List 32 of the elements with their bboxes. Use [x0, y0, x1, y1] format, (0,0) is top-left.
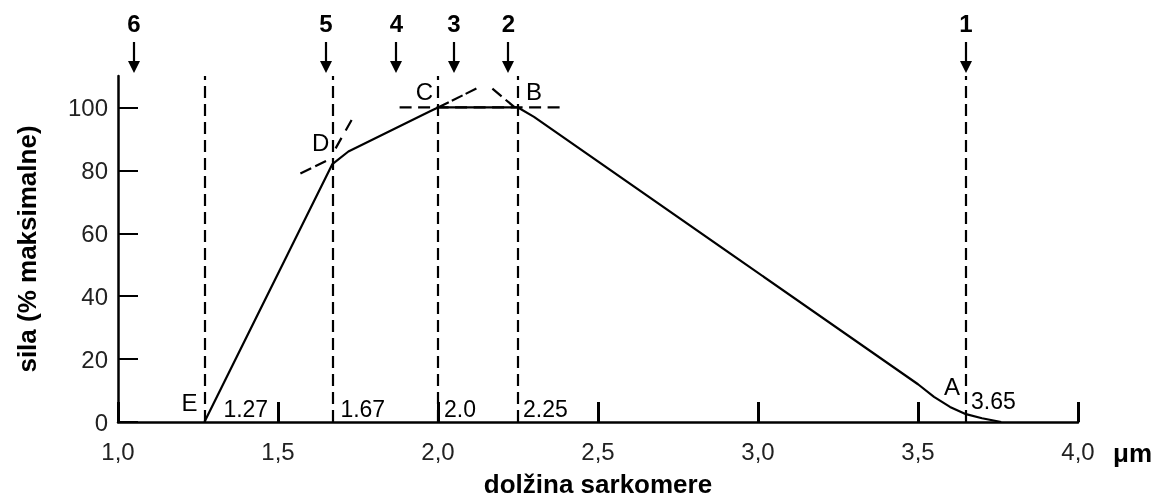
- x-tick-label: 3,5: [901, 437, 935, 465]
- x-tick-label: 2,0: [421, 437, 455, 465]
- y-tick-label: 0: [94, 408, 108, 436]
- x-tick-label: 4,0: [1061, 437, 1095, 465]
- x-tick-label: 1,0: [101, 437, 135, 465]
- annotation: C: [415, 77, 433, 105]
- ref-line-label: 1.27: [223, 395, 269, 422]
- annotation: A: [943, 372, 960, 400]
- y-tick-label: 80: [81, 156, 108, 184]
- annotation: D: [312, 128, 330, 156]
- text: 6: [127, 9, 141, 37]
- x-tick-label: 2,5: [581, 437, 615, 465]
- annotation: B: [526, 77, 543, 105]
- text: 4: [389, 9, 404, 37]
- y-tick-label: 20: [81, 345, 108, 373]
- text: 3: [447, 9, 461, 37]
- y-tick-label: 100: [67, 93, 108, 121]
- ref-line-label: 3.65: [971, 387, 1016, 414]
- text: 5: [319, 9, 333, 37]
- y-tick-label: 40: [81, 282, 108, 310]
- text: μm: [1113, 438, 1153, 468]
- ref-line-label: 1.67: [340, 395, 386, 422]
- x-tick-label: 1,5: [261, 437, 295, 465]
- y-axis-title: sila (% maksimalne): [12, 125, 42, 373]
- text: 1: [959, 9, 973, 37]
- text: 2: [501, 9, 516, 37]
- annotation: E: [181, 388, 198, 416]
- y-tick-label: 60: [81, 219, 108, 247]
- ref-line-label: 2.0: [444, 395, 476, 422]
- x-tick-label: 3,0: [741, 437, 775, 465]
- x-axis-title: dolžina sarkomere: [483, 469, 713, 499]
- ref-line-label: 2.25: [523, 395, 568, 422]
